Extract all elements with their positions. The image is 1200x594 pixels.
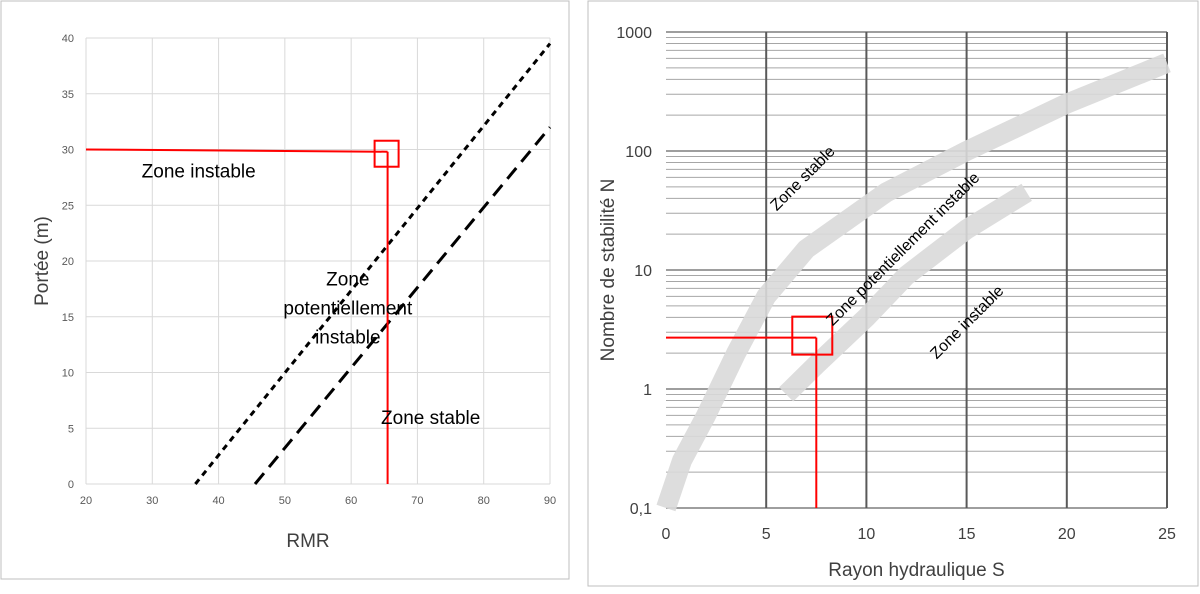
right-x-axis-label: Rayon hydraulique S xyxy=(828,560,1004,581)
left-marker-box xyxy=(373,139,400,168)
right-x-tick-label: 5 xyxy=(762,526,771,543)
left-zone-label-line: Zone instable xyxy=(142,161,256,182)
left-y-tick-label: 15 xyxy=(62,312,74,324)
left-x-tick-label: 90 xyxy=(544,495,556,507)
right-zone-label-1: Zone stable xyxy=(768,143,839,214)
right-x-tick-label: 10 xyxy=(858,526,876,543)
left-x-tick-label: 20 xyxy=(80,495,92,507)
left-chart: 0 5 10 15 20 25 30 35 40 20 30 40 50 60 70 80 90 Zone ins… xyxy=(32,33,556,552)
right-x-tick-label: 0 xyxy=(662,526,671,543)
left-y-tick-label: 30 xyxy=(62,145,74,157)
left-y-axis-label: Portée (m) xyxy=(32,216,53,306)
left-y-tick-label: 10 xyxy=(62,368,74,380)
right-band-2 xyxy=(779,183,1032,402)
left-zone-label-line: Zone xyxy=(326,270,369,291)
left-zone-label-line: Zone stable xyxy=(381,408,480,429)
right-x-tick-label: 20 xyxy=(1058,526,1076,543)
right-band-1 xyxy=(656,53,1171,512)
left-y-tick-label: 35 xyxy=(62,89,74,101)
left-series-line-3 xyxy=(85,148,388,153)
left-panel-frame xyxy=(0,0,570,580)
right-y-tick-label: 1 xyxy=(643,382,652,399)
right-x-tick-label: 15 xyxy=(958,526,976,543)
left-y-tick-label: 25 xyxy=(62,200,74,212)
right-y-tick-label: 10 xyxy=(634,263,652,280)
left-x-tick-label: 60 xyxy=(345,495,357,507)
left-y-tick-label: 40 xyxy=(62,33,74,45)
left-x-tick-label: 80 xyxy=(478,495,490,507)
left-series-line-1 xyxy=(194,42,552,485)
left-zone-label-line: potentiellement xyxy=(283,299,413,320)
left-x-tick-label: 40 xyxy=(212,495,224,507)
left-series-line-2 xyxy=(253,126,552,485)
left-x-tick-label: 30 xyxy=(146,495,158,507)
left-zone-label-1: Zone instable xyxy=(142,161,256,182)
left-zone-label-3: Zone stable xyxy=(381,408,480,429)
right-y-tick-label: 0,1 xyxy=(630,501,652,518)
left-y-tick-label: 20 xyxy=(62,256,74,268)
left-x-axis-label: RMR xyxy=(286,531,329,552)
left-y-tick-label: 0 xyxy=(68,479,74,491)
left-y-tick-label: 5 xyxy=(68,423,74,435)
right-x-tick-label: 25 xyxy=(1158,526,1176,543)
left-x-tick-label: 70 xyxy=(411,495,423,507)
left-zone-label-line: instable xyxy=(315,328,381,349)
left-x-tick-label: 50 xyxy=(279,495,291,507)
right-y-tick-label: 100 xyxy=(625,144,652,161)
right-y-tick-label: 1000 xyxy=(616,25,652,42)
right-y-axis-label: Nombre de stabilité N xyxy=(598,179,619,362)
right-marker-box xyxy=(791,315,834,356)
right-panel-frame xyxy=(587,0,1199,587)
left-zone-label-2: Zone potentiellement instable xyxy=(283,270,413,349)
